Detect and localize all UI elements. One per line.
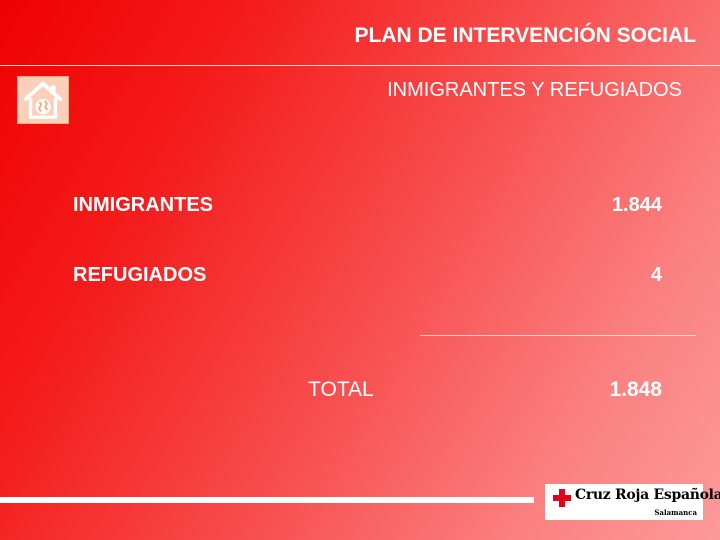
- logo-location: Salamanca: [654, 508, 697, 517]
- title-divider: [0, 65, 720, 66]
- row-label-inmigrantes: INMIGRANTES: [73, 194, 213, 216]
- row-value-refugiados: 4: [650, 264, 662, 286]
- sum-divider: [420, 335, 696, 336]
- row-value-inmigrantes: 1.844: [611, 194, 662, 216]
- total-label: TOTAL: [308, 378, 374, 401]
- row-label-refugiados: REFUGIADOS: [73, 264, 207, 286]
- total-value: 1.848: [609, 378, 662, 401]
- house-globe-graphic: [23, 81, 63, 119]
- house-globe-icon: [17, 76, 69, 124]
- cruz-roja-logo: Cruz Roja Española Salamanca: [545, 484, 720, 520]
- red-cross-icon: [553, 489, 571, 507]
- logo-name: Cruz Roja Española: [575, 487, 720, 503]
- footer-bar: [0, 497, 534, 503]
- section-subtitle: INMIGRANTES Y REFUGIADOS: [387, 79, 682, 101]
- page-title: PLAN DE INTERVENCIÓN SOCIAL: [354, 24, 696, 47]
